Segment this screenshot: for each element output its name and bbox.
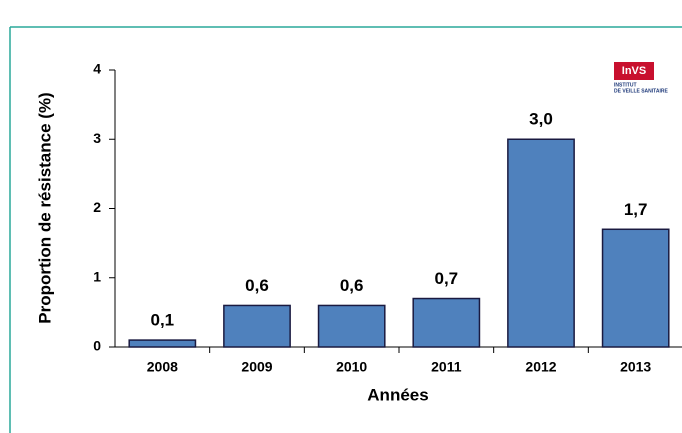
bar: [507, 138, 575, 348]
y-axis-label: Proportion de résistance (%): [35, 92, 54, 323]
y-tick-label: 3: [93, 130, 101, 146]
bar: [128, 339, 197, 348]
x-axis-label: Années: [367, 385, 428, 404]
y-tick-label: 0: [93, 338, 101, 354]
logo-name: InVS: [622, 65, 646, 77]
logo-line: INSTITUT: [614, 82, 637, 88]
value-label: 0,6: [340, 276, 364, 295]
x-tick-label: 2010: [336, 359, 367, 375]
bar: [412, 297, 481, 348]
value-label: 0,7: [435, 269, 459, 288]
logo-line: DE VEILLE SANITAIRE: [614, 88, 668, 94]
bar: [223, 304, 291, 348]
bar: [317, 304, 386, 348]
bar: [601, 228, 670, 348]
y-tick-label: 1: [93, 268, 101, 284]
value-label: 1,7: [624, 200, 648, 219]
logo-box: [614, 62, 654, 80]
value-label: 0,6: [245, 276, 269, 295]
logo: InVS INSTITUT DE VEILLE SANITAIRE: [614, 62, 668, 94]
y-tick-label: 4: [93, 61, 101, 77]
x-tick-label: 2011: [431, 359, 462, 375]
value-label: 3,0: [529, 110, 553, 129]
value-label: 0,1: [151, 311, 175, 330]
x-tick-label: 2008: [147, 359, 178, 375]
x-tick-label: 2013: [620, 359, 651, 375]
x-tick-label: 2009: [241, 359, 272, 375]
y-tick-label: 2: [93, 199, 101, 215]
x-tick-label: 2012: [525, 359, 556, 375]
